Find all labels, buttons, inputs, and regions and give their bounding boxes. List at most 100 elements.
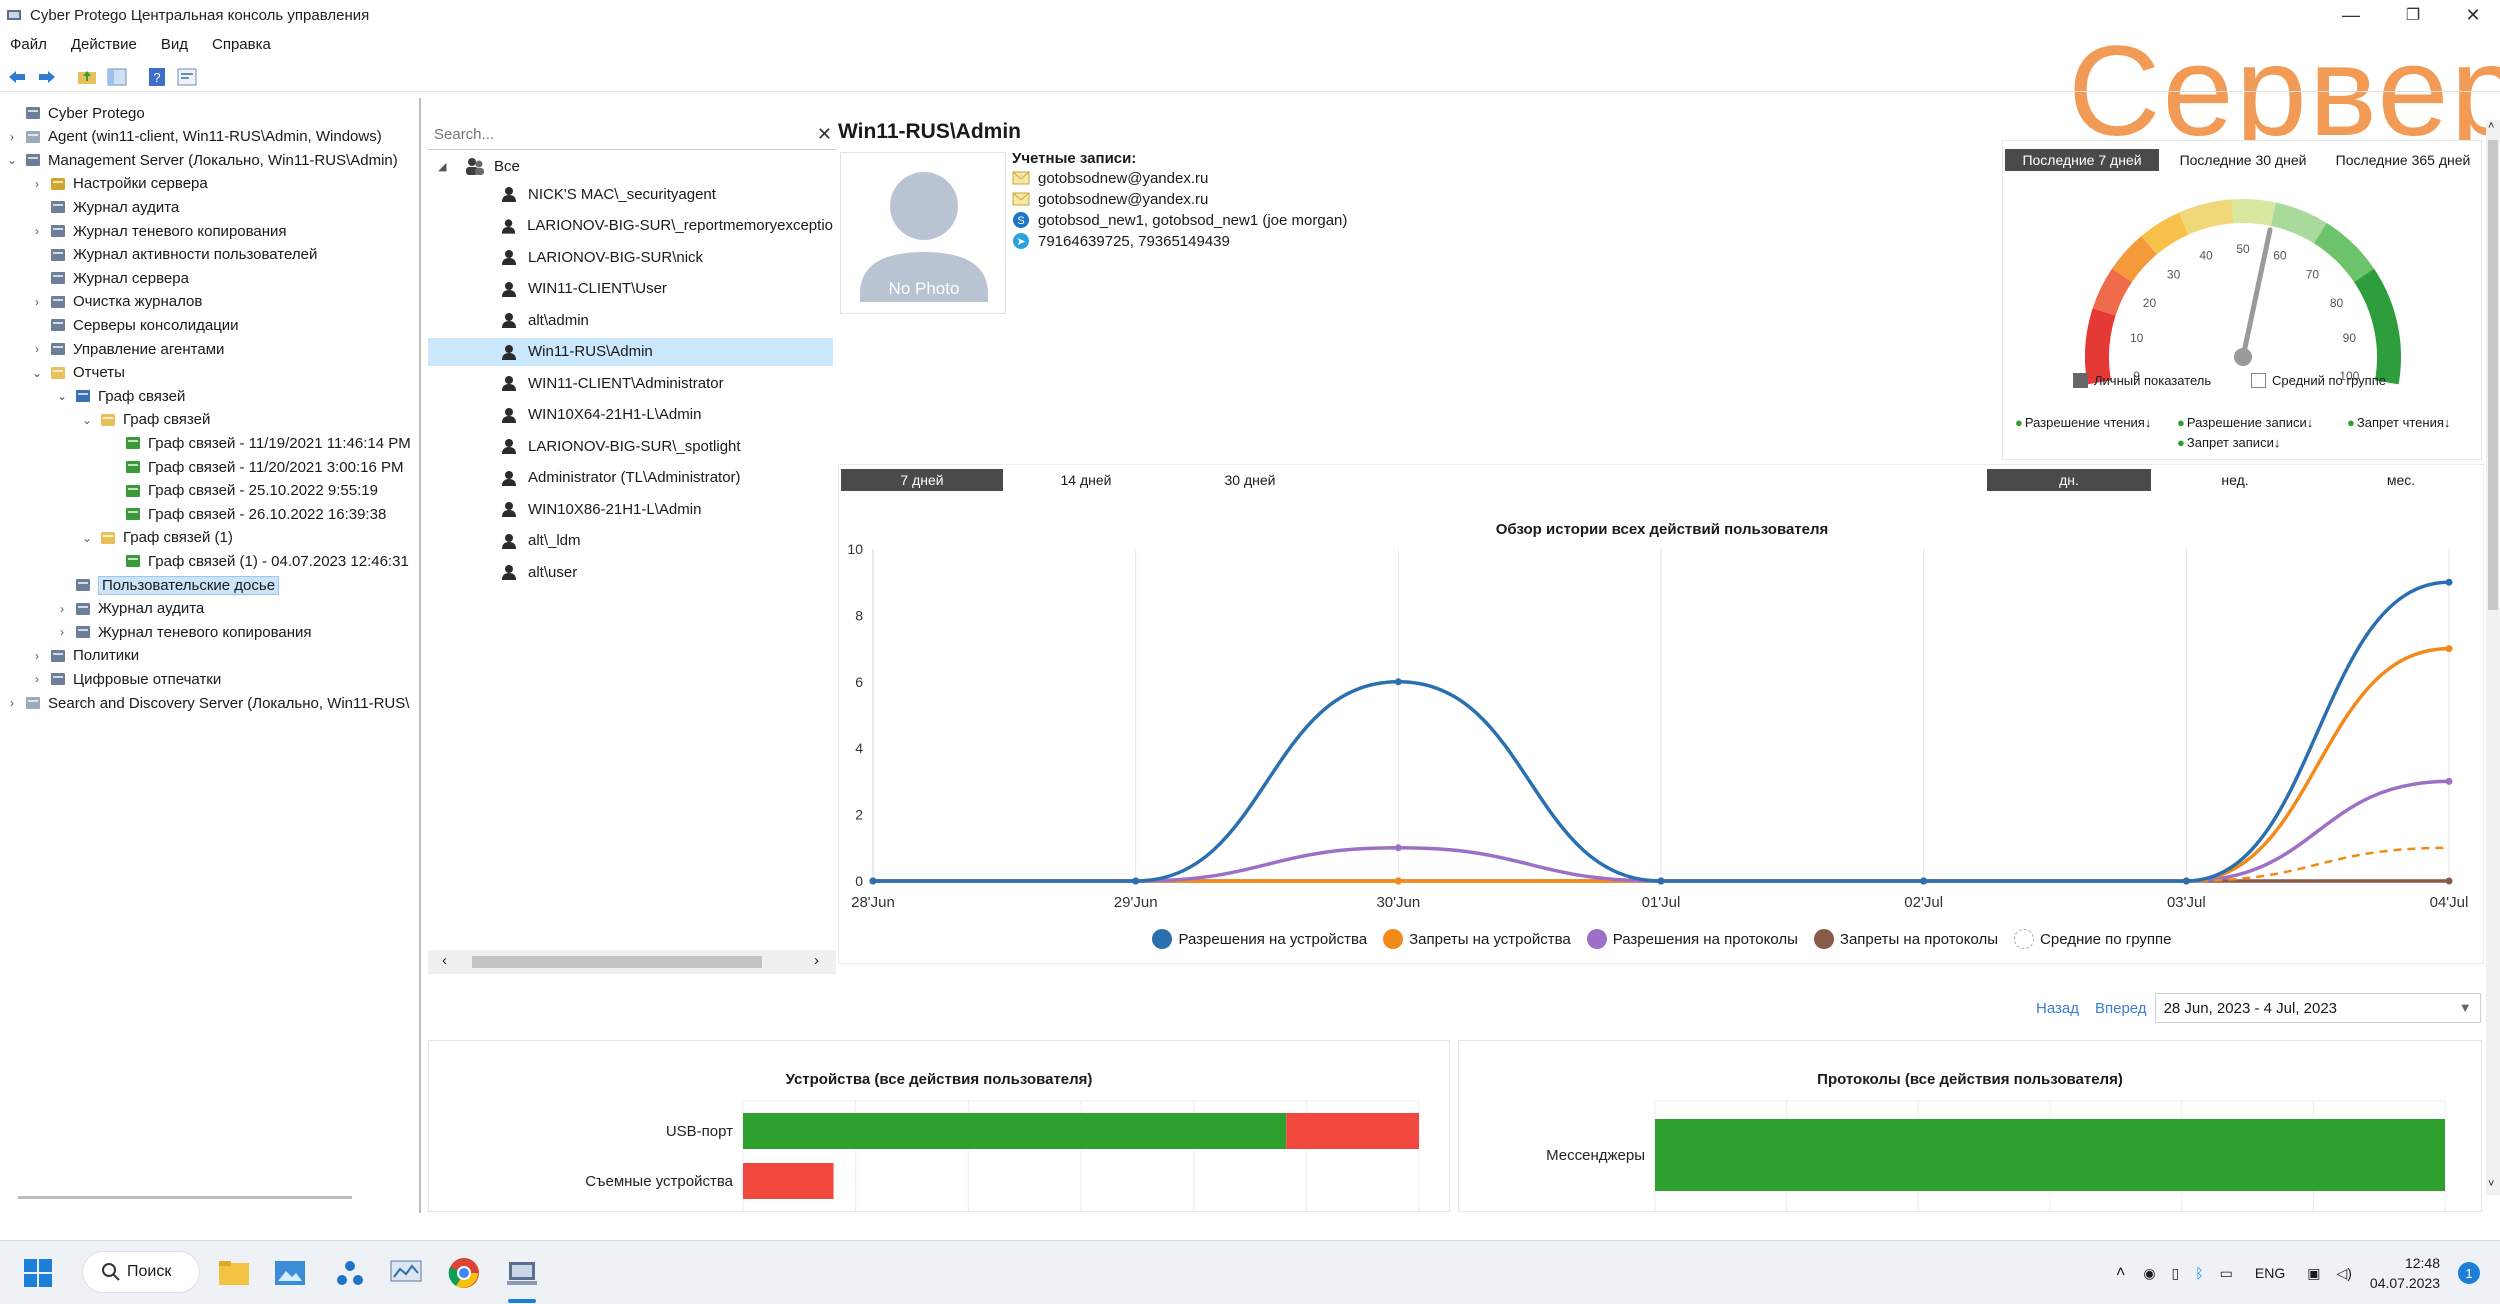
- tab-7-days[interactable]: 7 дней: [841, 469, 1003, 491]
- tree-item[interactable]: ⌄ Граф связей: [54, 385, 185, 407]
- expand-toggle-icon[interactable]: ›: [35, 294, 39, 309]
- expand-toggle-icon[interactable]: ›: [35, 176, 39, 191]
- horizontal-scrollbar[interactable]: ‹ ›: [428, 950, 836, 974]
- tree-item[interactable]: › Agent (win11-client, Win11-RUS\Admin, W…: [4, 126, 382, 148]
- expand-toggle-icon[interactable]: ›: [10, 696, 14, 710]
- user-list-item[interactable]: WIN10X64-21H1-L\Admin: [428, 401, 833, 429]
- tree-item[interactable]: › Настройки сервера: [29, 173, 208, 195]
- expand-toggle-icon[interactable]: ›: [35, 648, 39, 663]
- legend-item[interactable]: Разрешения на устройства: [1152, 929, 1367, 949]
- legend-item[interactable]: Разрешения на протоколы: [1586, 929, 1798, 949]
- expand-toggle-icon[interactable]: ›: [35, 224, 39, 238]
- user-list-item[interactable]: Administrator (TL\Administrator): [428, 464, 833, 492]
- help-icon[interactable]: ?: [144, 64, 170, 90]
- tree-item[interactable]: ⌄ Граф связей (1): [79, 527, 233, 549]
- properties-icon[interactable]: [174, 64, 200, 90]
- series-point[interactable]: [1394, 844, 1402, 852]
- network-icon[interactable]: ▣: [2307, 1264, 2321, 1281]
- bluetooth-icon[interactable]: ᛒ: [2195, 1265, 2204, 1281]
- tree-scrollbar[interactable]: [18, 1196, 352, 1199]
- group-average-checkbox[interactable]: [2251, 373, 2266, 388]
- user-list-item[interactable]: LARIONOV-BIG-SUR\_reportmemoryexceptio: [428, 212, 833, 240]
- scroll-up-icon[interactable]: ˄: [2488, 120, 2495, 132]
- tree-item[interactable]: › Очистка журналов: [29, 291, 202, 313]
- scroll-right-icon[interactable]: ›: [814, 952, 819, 969]
- tree-item[interactable]: › Search and Discovery Server (Локально, …: [4, 692, 409, 714]
- start-button[interactable]: [20, 1255, 56, 1291]
- user-list-item[interactable]: NICK'S MAC\_securityagent: [428, 180, 833, 208]
- notification-badge[interactable]: 1: [2458, 1262, 2480, 1284]
- series-point[interactable]: [1920, 877, 1928, 885]
- folder-up-icon[interactable]: [74, 64, 100, 90]
- bar-allowed[interactable]: [1655, 1119, 2445, 1191]
- series-point[interactable]: [2445, 777, 2453, 785]
- expand-toggle-icon[interactable]: ›: [10, 129, 14, 144]
- tree-item[interactable]: Журнал аудита: [29, 196, 179, 218]
- chevron-down-icon[interactable]: ▼: [2458, 1000, 2472, 1015]
- expand-toggle-icon[interactable]: ⌄: [56, 389, 68, 404]
- vertical-scrollbar[interactable]: ˄ ˅: [2486, 120, 2500, 1195]
- scroll-down-icon[interactable]: ˅: [2488, 1178, 2495, 1190]
- bar-denied[interactable]: [743, 1163, 834, 1199]
- group-average-toggle[interactable]: Средний по группе: [2251, 373, 2386, 388]
- close-button[interactable]: ✕: [2465, 4, 2481, 25]
- horizontal-scroll-thumb[interactable]: [472, 956, 762, 968]
- series-point[interactable]: [1394, 678, 1402, 686]
- taskbar-search-button[interactable]: Поиск: [82, 1251, 200, 1293]
- user-list-item[interactable]: WIN11-CLIENT\Administrator: [428, 369, 833, 397]
- vertical-scroll-thumb[interactable]: [2488, 140, 2498, 610]
- series-point[interactable]: [1132, 877, 1140, 885]
- tree-item[interactable]: Журнал активности пользователей: [29, 244, 317, 266]
- monitor-app-icon[interactable]: [388, 1255, 424, 1291]
- tab-month[interactable]: мес.: [2386, 472, 2416, 488]
- personal-indicator-toggle[interactable]: Личный показатель: [2073, 373, 2211, 388]
- show-hidden-icons-icon[interactable]: ˄: [2115, 1264, 2126, 1281]
- user-list-item[interactable]: alt\user: [428, 558, 833, 586]
- tree-item[interactable]: › Журнал теневого копирования: [29, 220, 287, 242]
- series-point[interactable]: [1657, 877, 1665, 885]
- tree-item[interactable]: Cyber Protego: [4, 102, 145, 124]
- tree-item[interactable]: Пользовательские досье: [54, 574, 280, 596]
- maximize-button[interactable]: ❐: [2405, 7, 2421, 24]
- tab-last-365-days[interactable]: Последние 365 дней: [2335, 152, 2471, 168]
- tree-item[interactable]: Граф связей - 26.10.2022 16:39:38: [104, 503, 386, 525]
- bar-allowed[interactable]: [743, 1113, 1287, 1149]
- file-explorer-icon[interactable]: [216, 1255, 252, 1291]
- user-list-item[interactable]: LARIONOV-BIG-SUR\nick: [428, 243, 833, 271]
- clear-search-button[interactable]: ✕: [816, 124, 832, 144]
- user-group-all[interactable]: ◢ Все: [428, 152, 833, 180]
- usb-icon[interactable]: ▯: [2171, 1264, 2180, 1281]
- chrome-icon[interactable]: [446, 1255, 482, 1291]
- back-arrow-icon[interactable]: [4, 64, 30, 90]
- expand-toggle-icon[interactable]: ⌄: [81, 412, 93, 427]
- series-point[interactable]: [2445, 578, 2453, 586]
- scroll-left-icon[interactable]: ‹: [442, 952, 447, 969]
- forward-link[interactable]: Вперед: [2094, 999, 2147, 1017]
- user-list-item[interactable]: WIN10X86-21H1-L\Admin: [428, 495, 833, 523]
- series-point[interactable]: [2445, 645, 2453, 653]
- tree-item[interactable]: ⌄ Management Server (Локально, Win11-RUS\…: [4, 149, 398, 171]
- personal-indicator-checkbox[interactable]: [2073, 373, 2088, 388]
- network-app-icon[interactable]: [332, 1255, 368, 1291]
- volume-icon[interactable]: ◁): [2336, 1264, 2352, 1281]
- series-point[interactable]: [869, 877, 877, 885]
- user-list-item[interactable]: LARIONOV-BIG-SUR\_spotlight: [428, 432, 833, 460]
- tab-last-7-days[interactable]: Последние 7 дней: [2005, 149, 2159, 171]
- language-indicator[interactable]: ENG: [2254, 1265, 2286, 1281]
- tree-item[interactable]: Граф связей - 11/20/2021 3:00:16 PM: [104, 456, 404, 478]
- tab-day[interactable]: дн.: [1987, 469, 2151, 491]
- tree-item[interactable]: › Журнал аудита: [54, 598, 204, 620]
- tree-item[interactable]: › Управление агентами: [29, 338, 224, 360]
- expand-toggle-icon[interactable]: ⌄: [31, 365, 43, 380]
- tab-14-days[interactable]: 14 дней: [1060, 472, 1112, 488]
- tree-item[interactable]: Серверы консолидации: [29, 314, 239, 336]
- menu-view[interactable]: Вид: [160, 35, 188, 53]
- tab-last-30-days[interactable]: Последние 30 дней: [2179, 152, 2307, 168]
- tree-item[interactable]: ⌄ Граф связей: [79, 409, 210, 431]
- tab-30-days[interactable]: 30 дней: [1224, 472, 1276, 488]
- user-list-item[interactable]: WIN11-CLIENT\User: [428, 275, 833, 303]
- expand-toggle-icon[interactable]: ⌄: [6, 153, 18, 168]
- series-point[interactable]: [2182, 877, 2190, 885]
- expand-toggle-icon[interactable]: ›: [60, 625, 64, 640]
- tray-app-icon[interactable]: ◉: [2143, 1264, 2156, 1281]
